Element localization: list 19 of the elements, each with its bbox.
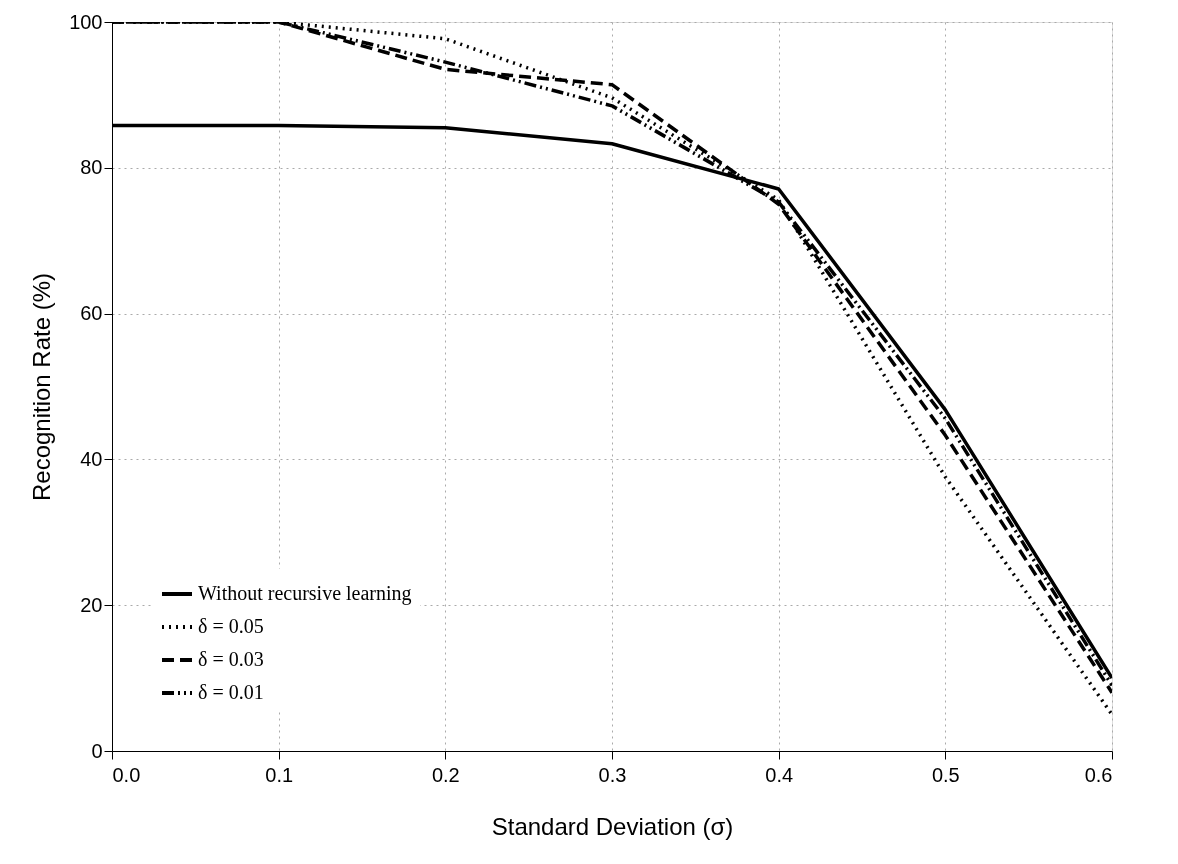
x-tick-label: 0.0 [112, 763, 141, 786]
y-tick-label: 40 [80, 447, 103, 470]
x-tick-label: 0.3 [598, 763, 627, 786]
y-tick-label: 0 [91, 739, 103, 762]
x-tick-label: 0.5 [931, 763, 960, 786]
x-tick-label: 0.6 [1084, 763, 1113, 786]
x-tick-label: 0.2 [431, 763, 460, 786]
legend-label: δ = 0.03 [198, 648, 264, 670]
y-tick-label: 100 [69, 10, 103, 33]
legend-label: δ = 0.01 [198, 681, 264, 703]
x-tick-label: 0.4 [765, 763, 794, 786]
x-axis-title: Standard Deviation (σ) [491, 812, 734, 840]
y-tick-label: 20 [80, 593, 103, 616]
legend-label: Without recursive learning [198, 582, 412, 605]
y-tick-label: 80 [80, 156, 103, 179]
y-axis-title: Recognition Rate (%) [28, 272, 56, 502]
y-tick-label: 60 [80, 302, 103, 325]
x-tick-label: 0.1 [265, 763, 294, 786]
legend-label: δ = 0.05 [198, 615, 264, 637]
